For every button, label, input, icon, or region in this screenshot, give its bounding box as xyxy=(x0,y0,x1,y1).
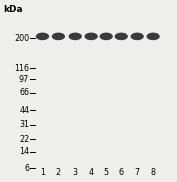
Text: 3: 3 xyxy=(73,169,78,177)
Text: 66: 66 xyxy=(19,88,29,97)
Text: 2: 2 xyxy=(56,169,61,177)
Ellipse shape xyxy=(147,33,160,40)
Text: 200: 200 xyxy=(14,34,29,43)
Ellipse shape xyxy=(115,33,128,40)
Ellipse shape xyxy=(84,33,98,40)
Ellipse shape xyxy=(36,33,49,40)
Text: 6: 6 xyxy=(119,169,124,177)
Text: 97: 97 xyxy=(19,75,29,84)
Text: 4: 4 xyxy=(89,169,94,177)
Text: 7: 7 xyxy=(135,169,140,177)
Text: 5: 5 xyxy=(104,169,109,177)
Text: 14: 14 xyxy=(19,147,29,157)
Text: 1: 1 xyxy=(40,169,45,177)
Text: 31: 31 xyxy=(19,120,29,129)
Ellipse shape xyxy=(52,33,65,40)
Text: 116: 116 xyxy=(14,64,29,73)
Ellipse shape xyxy=(68,33,82,40)
Ellipse shape xyxy=(99,33,113,40)
Ellipse shape xyxy=(131,33,144,40)
Text: 6: 6 xyxy=(24,164,29,173)
Text: 8: 8 xyxy=(151,169,156,177)
Text: 44: 44 xyxy=(19,106,29,115)
Text: kDa: kDa xyxy=(4,5,23,14)
Text: 22: 22 xyxy=(19,135,29,144)
